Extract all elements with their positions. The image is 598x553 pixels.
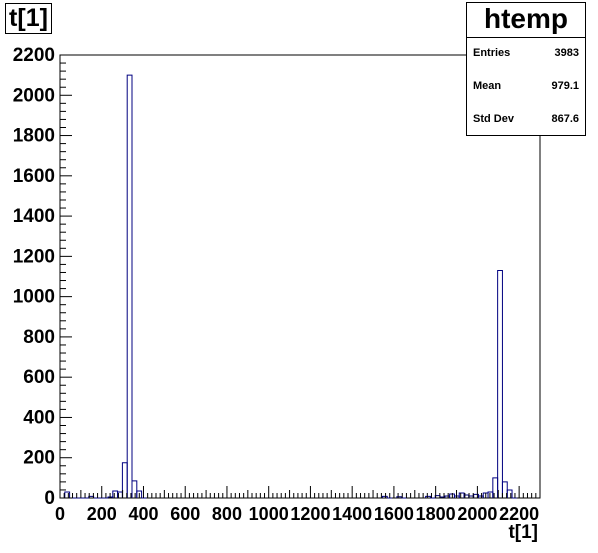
x-tick-label-2200: 2200: [499, 504, 539, 524]
histogram-bin-39: [506, 489, 513, 498]
x-tick-label-1000: 1000: [249, 504, 289, 524]
x-axis-title: t[1]: [508, 522, 538, 543]
x-tick-label-800: 800: [212, 504, 242, 524]
histogram-bin-35: [487, 491, 494, 498]
entries-label: Entries: [473, 47, 511, 59]
stats-box: htemp Entries 3983 Mean 979.1 Std Dev 86…: [466, 2, 586, 136]
y-tick-label-1000: 1000: [13, 287, 55, 308]
plot-frame: [59, 54, 541, 499]
y-tick-label-600: 600: [23, 367, 55, 388]
histogram-bin-11: [112, 490, 119, 498]
histogram-bin-16: [136, 490, 143, 498]
histogram-bin-29: [458, 492, 465, 498]
y-tick-label-400: 400: [23, 407, 55, 428]
stats-title: htemp: [467, 3, 585, 38]
x-tick-label-2000: 2000: [457, 504, 497, 524]
y-tick-label-2000: 2000: [13, 85, 55, 106]
histogram-bin-15: [131, 480, 138, 498]
histogram-bin-1: [64, 491, 71, 498]
mean-value: 979.1: [551, 80, 579, 92]
stddev-label: Std Dev: [473, 113, 514, 125]
histogram-bin-37: [497, 269, 503, 498]
x-tick-label-600: 600: [170, 504, 200, 524]
stddev-value: 867.6: [551, 113, 579, 125]
histogram-bin-22: [425, 495, 431, 498]
histogram-bin-20: [396, 496, 403, 498]
y-tick-label-0: 0: [44, 488, 55, 509]
x-tick-label-200: 200: [87, 504, 117, 524]
y-tick-label-1800: 1800: [13, 126, 55, 147]
y-tick-label-1200: 1200: [13, 246, 55, 267]
x-tick-label-1600: 1600: [374, 504, 414, 524]
entries-value: 3983: [554, 47, 579, 59]
x-tick-label-0: 0: [55, 504, 65, 524]
x-tick-label-400: 400: [128, 504, 158, 524]
mean-label: Mean: [473, 80, 502, 92]
y-tick-label-2200: 2200: [13, 45, 55, 66]
x-tick-label-1200: 1200: [290, 504, 330, 524]
x-tick-label-1800: 1800: [416, 504, 456, 524]
y-tick-label-1400: 1400: [13, 206, 55, 227]
histogram-bin-18: [381, 495, 388, 498]
y-tick-label-800: 800: [23, 327, 55, 348]
histogram-bin-14: [126, 74, 133, 498]
y-tick-label-200: 200: [23, 448, 55, 469]
histogram-bin-13: [121, 462, 128, 498]
histogram-bin-36: [492, 477, 499, 498]
y-tick-label-1600: 1600: [13, 166, 55, 187]
x-tick-label-1400: 1400: [332, 504, 372, 524]
chart-title: t[1]: [5, 3, 52, 34]
